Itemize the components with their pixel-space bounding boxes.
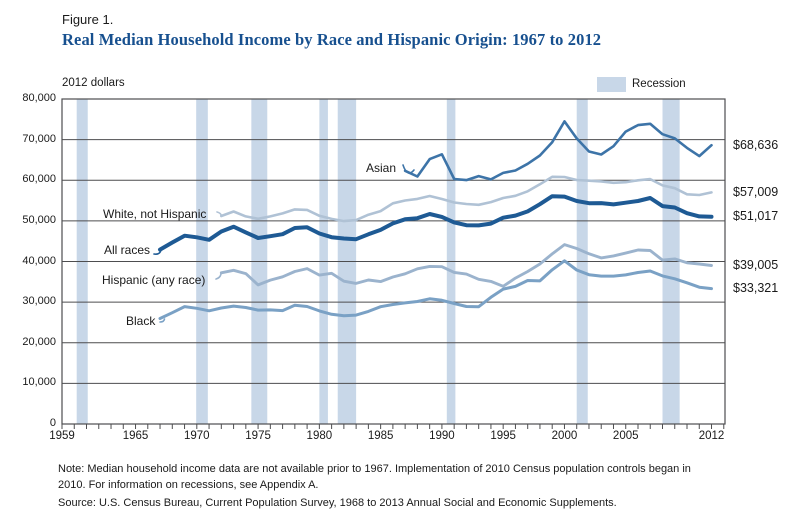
x-tick-label: 1990 bbox=[429, 430, 455, 442]
y-tick-label: 80,000 bbox=[22, 92, 56, 104]
label-pointer-asian bbox=[402, 164, 415, 174]
series-label-all-races: All races bbox=[104, 243, 151, 257]
source-text: Source: U.S. Census Bureau, Current Popu… bbox=[58, 497, 617, 509]
y-tick-label: 60,000 bbox=[22, 173, 56, 186]
end-value-all-races: $51,017 bbox=[733, 209, 779, 223]
y-tick-label: 70,000 bbox=[22, 132, 56, 145]
recession-legend-label: Recession bbox=[632, 78, 686, 90]
recession-legend-swatch bbox=[597, 77, 626, 92]
chart-title: Real Median Household Income by Race and… bbox=[62, 30, 602, 49]
end-value-asian: $68,636 bbox=[733, 138, 779, 152]
x-tick-label: 2012 bbox=[698, 430, 725, 442]
x-tick-label: 1959 bbox=[49, 430, 75, 442]
x-tick-label: 1975 bbox=[245, 430, 271, 442]
series-line-all_races bbox=[158, 194, 714, 252]
x-tick-label: 1970 bbox=[184, 430, 210, 442]
series-label-hispanic: Hispanic (any race) bbox=[102, 273, 206, 287]
y-axis-units-label: 2012 dollars bbox=[62, 77, 125, 89]
y-tick-label: 0 bbox=[49, 417, 56, 429]
x-tick-label: 1965 bbox=[122, 430, 149, 442]
x-tick-label: 1995 bbox=[490, 430, 516, 442]
figure-label: Figure 1. bbox=[62, 12, 114, 27]
plot-border bbox=[61, 98, 726, 425]
note-text: Note: Median household income data are n… bbox=[58, 463, 691, 491]
series-label-asian: Asian bbox=[366, 161, 397, 175]
y-tick-label: 30,000 bbox=[22, 295, 56, 308]
series-line-white_not_hispanic bbox=[220, 175, 713, 223]
label-pointer-white_not_hispanic bbox=[216, 211, 223, 217]
series-line-black bbox=[158, 259, 713, 320]
series-line-asian bbox=[403, 120, 713, 182]
y-tick-label: 10,000 bbox=[22, 376, 56, 389]
label-pointer-black bbox=[159, 318, 166, 323]
series-line-hispanic bbox=[219, 243, 713, 288]
end-value-hispanic: $39,005 bbox=[733, 258, 779, 272]
label-pointer-all_races bbox=[153, 249, 162, 255]
y-tick-label: 50,000 bbox=[22, 213, 56, 226]
series-label-black: Black bbox=[126, 314, 156, 328]
end-value-white-not-hispanic: $57,009 bbox=[733, 185, 779, 199]
end-value-black: $33,321 bbox=[733, 281, 779, 295]
x-tick-label: 1985 bbox=[367, 430, 394, 442]
y-tick-label: 20,000 bbox=[22, 335, 56, 348]
x-tick-label: 2005 bbox=[612, 430, 639, 442]
y-tick-label: 40,000 bbox=[22, 254, 56, 267]
series-label-white-not-hispanic: White, not Hispanic bbox=[103, 207, 207, 221]
x-tick-label: 2000 bbox=[551, 430, 578, 442]
label-pointer-hispanic bbox=[215, 273, 222, 280]
x-tick-label: 1980 bbox=[306, 430, 333, 442]
